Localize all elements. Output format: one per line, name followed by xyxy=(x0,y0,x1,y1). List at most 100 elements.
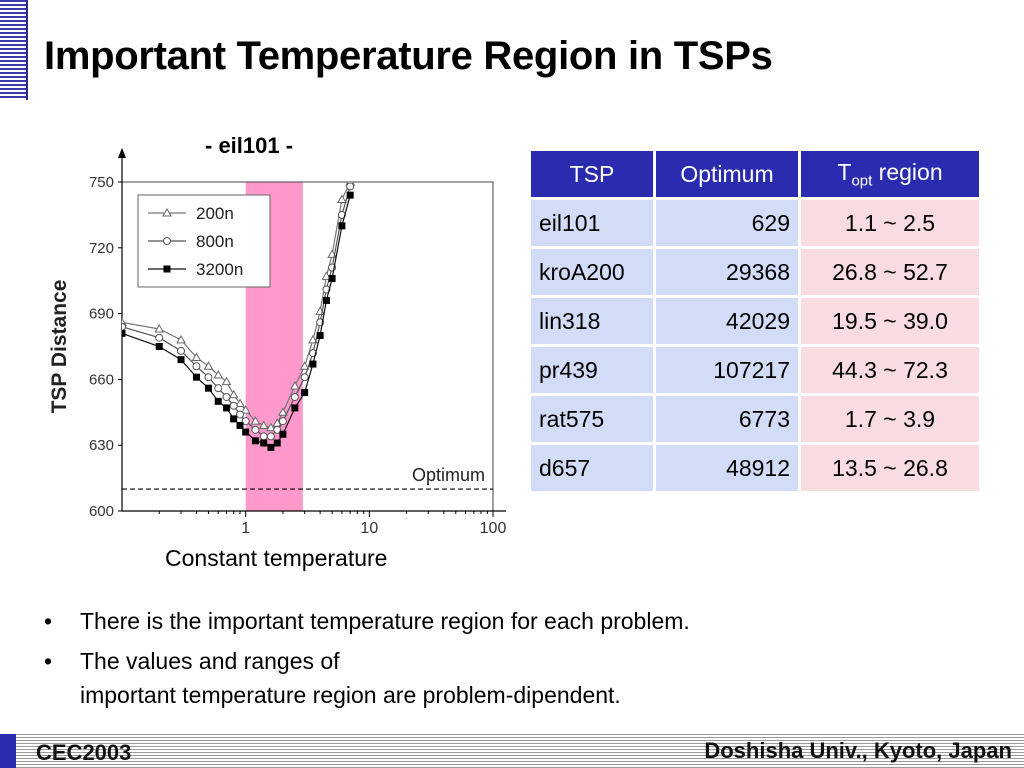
data-point-3200n xyxy=(338,222,346,230)
decorative-stripes xyxy=(0,0,26,100)
footer-stripes xyxy=(0,734,1024,768)
cell-tsp: eil101 xyxy=(531,200,653,246)
data-point-200n xyxy=(154,323,165,333)
cell-tsp: lin318 xyxy=(531,298,653,344)
y-axis-label: TSP Distance xyxy=(48,280,71,414)
data-point-3200n xyxy=(192,373,200,381)
data-point-3200n xyxy=(279,430,287,438)
y-tick-label: 750 xyxy=(89,174,114,191)
header-tsp: TSP xyxy=(531,151,653,197)
data-point-200n xyxy=(228,389,239,399)
table-row: lin318 42029 19.5 ~ 39.0 xyxy=(531,298,979,344)
cell-region: 1.7 ~ 3.9 xyxy=(801,396,979,442)
cell-tsp: d657 xyxy=(531,445,653,491)
y-tick-label: 720 xyxy=(89,240,114,257)
data-point-200n xyxy=(290,380,300,390)
y-tick-label: 600 xyxy=(89,503,114,520)
header-optimum: Optimum xyxy=(656,151,798,197)
data-point-200n xyxy=(258,420,269,429)
data-point-800n xyxy=(236,410,245,419)
data-point-800n xyxy=(346,182,355,191)
x-tick-label: 1 xyxy=(241,520,250,537)
data-point-200n xyxy=(240,405,251,414)
legend-marker-3200n xyxy=(163,265,171,273)
data-point-800n xyxy=(300,373,309,382)
data-point-3200n xyxy=(204,384,212,392)
cell-tsp: rat575 xyxy=(531,396,653,442)
data-point-3200n xyxy=(316,332,324,340)
data-point-3200n xyxy=(260,439,268,447)
bullet-dot-icon: • xyxy=(44,608,53,634)
data-point-800n xyxy=(266,432,275,441)
header-t: T xyxy=(837,158,852,185)
data-point-3200n xyxy=(291,404,299,412)
data-point-800n xyxy=(155,333,164,342)
data-point-800n xyxy=(278,417,287,426)
bullet-item: • The values and ranges of important tem… xyxy=(44,644,690,712)
cell-region: 26.8 ~ 52.7 xyxy=(801,249,979,295)
data-point-200n xyxy=(176,334,186,344)
data-point-800n xyxy=(241,417,250,426)
cell-optimum: 29368 xyxy=(656,249,798,295)
y-tick-label: 630 xyxy=(89,437,114,454)
data-point-3200n xyxy=(177,356,185,364)
legend-marker-200n xyxy=(162,207,172,217)
cell-optimum: 42029 xyxy=(656,298,798,344)
table-row: rat575 6773 1.7 ~ 3.9 xyxy=(531,396,979,442)
x-tick-label: 100 xyxy=(480,520,507,537)
data-point-800n xyxy=(122,322,126,331)
bullet-text: There is the important temperature regio… xyxy=(80,608,690,634)
data-point-3200n xyxy=(242,428,250,436)
bullet-list: • There is the important temperature reg… xyxy=(44,604,690,718)
table-row: pr439 107217 44.3 ~ 72.3 xyxy=(531,347,979,393)
y-axis-arrow-icon xyxy=(118,148,126,158)
cell-tsp: pr439 xyxy=(531,347,653,393)
bullet-text: The values and ranges of xyxy=(80,648,340,674)
legend-label: 200n xyxy=(196,204,234,223)
bullet-item: • There is the important temperature reg… xyxy=(44,604,690,638)
data-point-800n xyxy=(214,384,223,393)
cell-optimum: 107217 xyxy=(656,347,798,393)
cell-region: 1.1 ~ 2.5 xyxy=(801,200,979,246)
tsp-distance-chart: 600 630 660 690 720 750 1 10 100 TSP Distance Opti… xyxy=(48,148,507,537)
decorative-stripe-edge xyxy=(26,0,28,100)
data-point-200n xyxy=(250,416,261,425)
data-point-3200n xyxy=(223,404,231,412)
data-point-800n xyxy=(222,392,231,401)
data-point-800n xyxy=(192,362,201,371)
data-point-3200n xyxy=(214,397,222,405)
bullet-text: important temperature region are problem… xyxy=(80,682,621,708)
data-point-200n xyxy=(213,370,224,379)
y-tick-label: 690 xyxy=(89,306,114,323)
data-point-200n xyxy=(266,422,276,432)
header-opt-subscript: opt xyxy=(851,172,873,190)
table-header-row: TSP Optimum Topt region xyxy=(531,151,979,197)
data-point-200n xyxy=(235,398,245,408)
data-point-3200n xyxy=(155,343,163,350)
data-point-800n xyxy=(290,392,299,401)
data-point-200n xyxy=(221,376,232,386)
cell-optimum: 6773 xyxy=(656,396,798,442)
data-point-800n xyxy=(259,432,268,441)
bullet-dot-icon: • xyxy=(44,648,53,674)
header-topt-region: Topt region xyxy=(801,151,979,197)
data-point-200n xyxy=(308,334,318,344)
data-point-3200n xyxy=(328,275,336,283)
cell-region: 44.3 ~ 72.3 xyxy=(801,347,979,393)
data-point-800n xyxy=(273,425,282,434)
data-point-3200n xyxy=(273,439,281,447)
data-point-3200n xyxy=(230,415,238,423)
data-point-200n xyxy=(321,271,332,280)
table-row: d657 48912 13.5 ~ 26.8 xyxy=(531,445,979,491)
data-point-200n xyxy=(203,361,214,370)
data-point-800n xyxy=(177,346,186,355)
cell-optimum: 48912 xyxy=(656,445,798,491)
data-point-200n xyxy=(278,407,288,416)
optimum-reference-label: Optimum xyxy=(412,465,485,485)
data-point-3200n xyxy=(322,296,330,304)
data-point-800n xyxy=(204,373,213,382)
data-point-3200n xyxy=(236,421,244,429)
data-point-3200n xyxy=(122,329,126,337)
data-point-200n xyxy=(191,352,202,361)
tsp-table: TSP Optimum Topt region eil101 629 1.1 ~… xyxy=(528,148,982,494)
